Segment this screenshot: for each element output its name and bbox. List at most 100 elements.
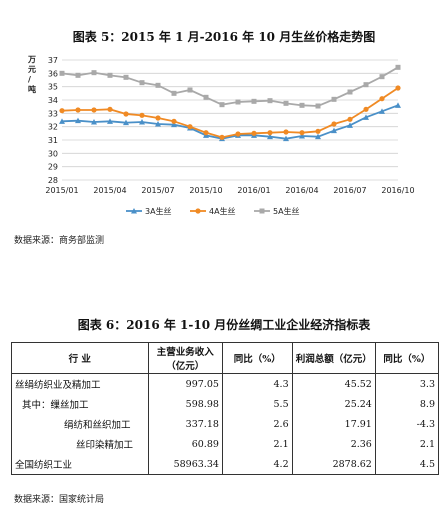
x-tick-label: 2015/10	[189, 186, 222, 195]
data-point	[363, 106, 369, 112]
data-point	[123, 119, 129, 126]
data-point	[331, 127, 337, 134]
header-revenue-yoy: 同比（%）	[221, 342, 293, 374]
row-profit: 17.91	[291, 414, 376, 434]
data-point	[283, 100, 289, 106]
legend-label: 4A生丝	[209, 206, 236, 216]
x-tick-label: 2016/04	[285, 186, 318, 195]
row-revenue-yoy: 5.5	[221, 394, 293, 414]
data-point	[139, 119, 145, 125]
data-point	[395, 102, 401, 108]
data-point	[219, 102, 225, 108]
data-point	[91, 107, 97, 113]
table-source: 数据来源：国家统计局	[14, 495, 105, 505]
data-point	[283, 129, 289, 135]
y-tick-label: 33	[48, 109, 58, 118]
y-tick-label: 32	[48, 123, 58, 132]
y-tick-label: 34	[48, 96, 58, 105]
data-point	[251, 130, 257, 136]
data-point	[91, 70, 97, 76]
y-tick-label: 35	[48, 83, 58, 92]
data-point	[203, 130, 209, 136]
data-point	[299, 130, 305, 136]
data-point	[171, 90, 177, 96]
data-point	[235, 99, 241, 105]
x-tick-label: 2016/01	[237, 186, 270, 195]
x-tick-label: 2015/04	[93, 186, 126, 195]
data-point	[251, 98, 257, 104]
data-point	[379, 74, 385, 80]
series-line	[61, 66, 399, 107]
row-industry: 绢纺和丝织加工	[11, 414, 149, 434]
row-profit: 2.36	[291, 434, 376, 454]
row-profit: 2878.62	[291, 454, 376, 475]
y-tick-label: 36	[48, 69, 58, 78]
data-point	[347, 116, 353, 122]
table-header-row: 行 业 主营业务收入（亿元） 同比（%） 利润总额（亿元） 同比（%）	[11, 342, 440, 374]
data-point	[187, 124, 193, 130]
y-axis-ticks: 28 29 30 31 32 33 34 35 36 37	[48, 56, 58, 185]
legend-item: 4A生丝	[190, 206, 236, 216]
data-point	[315, 103, 321, 109]
chart-series	[59, 64, 401, 142]
row-profit-yoy: 4.5	[374, 454, 440, 475]
data-point	[395, 64, 401, 70]
chart-legend: 3A生丝 4A生丝 5A生丝	[126, 206, 300, 216]
data-point	[107, 72, 113, 78]
data-point	[75, 72, 81, 78]
data-point	[187, 87, 193, 93]
row-revenue: 997.05	[147, 373, 223, 394]
data-point	[59, 118, 65, 124]
data-point	[315, 133, 321, 140]
data-point	[139, 112, 145, 118]
legend-item: 5A生丝	[254, 206, 300, 216]
row-profit: 25.24	[291, 394, 376, 414]
data-point	[267, 133, 273, 140]
y-tick-label: 31	[48, 136, 58, 145]
data-point	[379, 96, 385, 102]
series-square	[59, 64, 401, 109]
data-point	[331, 96, 337, 102]
row-industry: 丝绢纺织业及精加工	[11, 373, 149, 394]
header-revenue: 主营业务收入（亿元）	[147, 342, 223, 374]
series-line	[61, 104, 399, 140]
data-point	[203, 94, 209, 100]
data-point	[75, 107, 81, 113]
table-row: 绢纺和丝织加工 337.18 2.6 17.91 -4.3	[11, 414, 440, 434]
series-triangle	[59, 102, 401, 142]
data-point	[299, 133, 305, 139]
header-profit-yoy: 同比（%）	[374, 342, 440, 374]
y-tick-label: 29	[48, 163, 58, 172]
row-profit-yoy: 3.3	[374, 373, 440, 394]
y-tick-label: 28	[48, 176, 58, 185]
series-circle	[59, 85, 401, 140]
chart-grid	[62, 59, 398, 181]
row-profit: 45.52	[291, 373, 376, 394]
data-point	[107, 118, 113, 124]
y-tick-label: 37	[48, 56, 58, 65]
y-axis-label: 万元/吨	[27, 55, 36, 94]
data-point	[363, 114, 369, 120]
data-point	[259, 208, 265, 214]
table-row: 丝印染精加工 60.89 2.1 2.36 2.1	[11, 434, 440, 454]
data-point	[347, 89, 353, 95]
row-revenue: 598.98	[147, 394, 223, 414]
table-row: 丝绢纺织业及精加工 997.05 4.3 45.52 3.3	[11, 373, 440, 394]
data-point	[107, 106, 113, 112]
data-point	[155, 121, 161, 127]
row-profit-yoy: -4.3	[374, 414, 440, 434]
data-point	[267, 130, 273, 136]
data-point	[123, 111, 129, 117]
table-row: 全国纺织工业 58963.34 4.2 2878.62 4.5	[11, 454, 440, 475]
row-industry: 其中：缫丝加工	[11, 394, 149, 414]
row-revenue: 60.89	[147, 434, 223, 454]
data-point	[315, 128, 321, 134]
data-point	[283, 135, 289, 142]
data-point	[131, 208, 137, 214]
table-row: 其中：缫丝加工 598.98 5.5 25.24 8.9	[11, 394, 440, 414]
series-line	[61, 87, 399, 139]
x-tick-label: 2016/10	[381, 186, 414, 195]
row-revenue-yoy: 2.6	[221, 414, 293, 434]
row-industry: 全国纺织工业	[11, 454, 149, 475]
